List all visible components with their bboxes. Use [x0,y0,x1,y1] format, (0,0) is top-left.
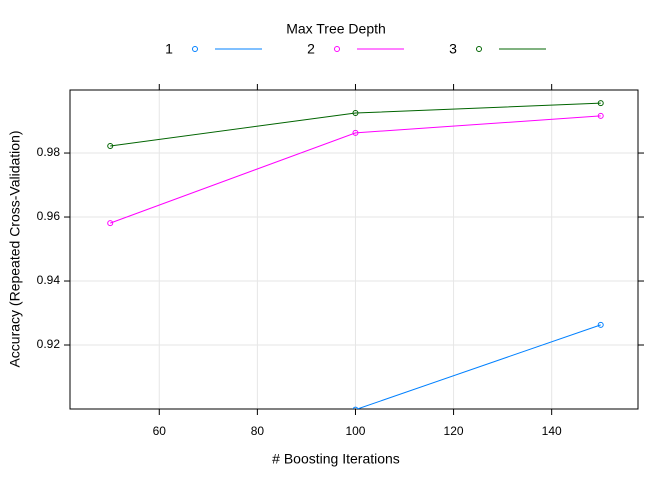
legend-title: Max Tree Depth [286,21,386,37]
x-tick-label: 100 [345,424,365,438]
legend-label: 2 [307,41,315,57]
point [352,406,359,409]
legend-marker [192,46,198,52]
y-tick-label: 0.94 [37,273,61,287]
x-tick-label: 120 [444,424,464,438]
point [107,220,114,227]
point [352,110,359,117]
point [597,112,604,119]
x-tick-label: 60 [153,424,167,438]
series-line [355,324,601,409]
point [597,100,604,107]
y-tick-label: 0.98 [37,145,61,159]
x-axis-label: # Boosting Iterations [272,451,400,467]
point [107,142,114,149]
x-tick-label: 80 [251,424,265,438]
y-axis-label: Accuracy (Repeated Cross-Validation) [7,130,23,367]
x-tick-label: 140 [542,424,562,438]
y-tick-label: 0.92 [37,337,61,351]
legend-label: 1 [165,41,173,57]
plot-frame [69,89,639,410]
plot-area [107,100,604,409]
point [352,129,359,136]
series-line [110,115,601,224]
legend-marker [476,46,482,52]
point [597,321,604,328]
series-line [110,102,601,147]
legend-marker [334,46,340,52]
legend-label: 3 [449,41,457,57]
y-tick-label: 0.96 [37,209,61,223]
